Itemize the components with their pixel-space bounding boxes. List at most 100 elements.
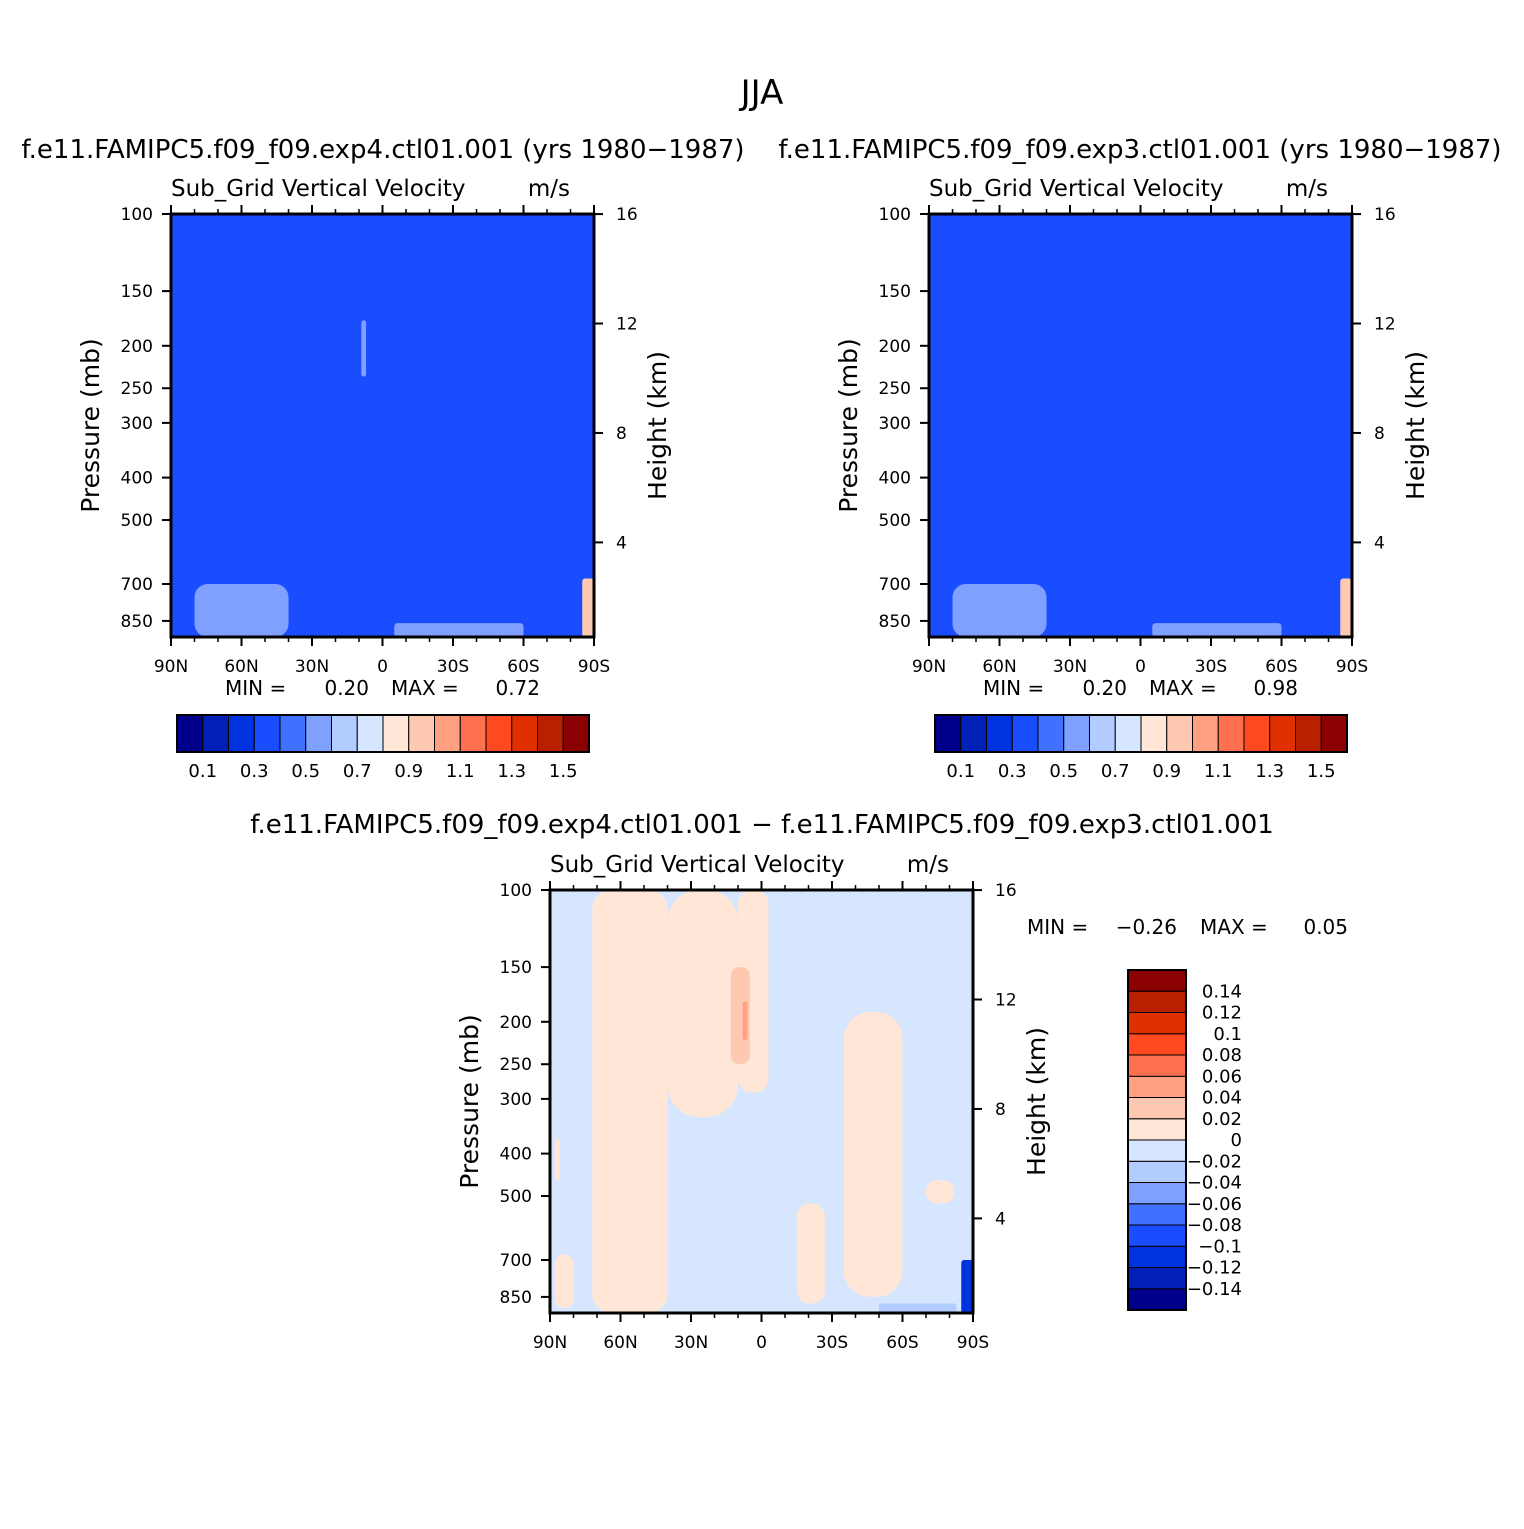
colorbar-label: 1.1 — [1204, 761, 1233, 782]
contour-region — [592, 890, 668, 1313]
y-right-tick-label: 8 — [995, 1100, 1006, 1120]
x-tick-label: 90N — [533, 1333, 567, 1353]
colorbar-swatch — [1089, 714, 1116, 753]
colorbar-swatch — [1127, 1118, 1187, 1141]
y-tick-label: 250 — [500, 1055, 532, 1075]
contour-region — [194, 584, 289, 637]
min-value: −0.26 — [1116, 915, 1177, 939]
colorbar-label: 1.3 — [497, 761, 526, 782]
x-tick-label: 60N — [224, 657, 258, 677]
y-tick-label: 500 — [121, 511, 153, 531]
y-tick-label: 400 — [121, 469, 153, 489]
colorbar-label: 0.08 — [1202, 1045, 1242, 1066]
contour-region — [582, 578, 594, 637]
contour-region — [742, 1001, 748, 1040]
colorbar-label: 0.1 — [188, 761, 217, 782]
y-tick-label: 100 — [879, 205, 911, 225]
colorbar-swatch — [1217, 714, 1245, 753]
contour-region — [926, 1180, 955, 1204]
min-value: 0.20 — [324, 676, 369, 700]
colorbar-frame — [1127, 969, 1187, 1311]
max-value: 0.98 — [1253, 676, 1298, 700]
x-tick-label: 30S — [816, 1333, 848, 1353]
y-tick-label: 850 — [121, 612, 153, 632]
colorbar-swatch — [1127, 1288, 1187, 1311]
colorbar-label: 0.7 — [343, 761, 372, 782]
colorbar-swatch — [176, 714, 204, 753]
min-label: MIN = — [983, 676, 1044, 700]
colorbar-swatch — [1127, 969, 1187, 992]
x-tick-label: 60S — [507, 657, 539, 677]
y-tick-label: 400 — [500, 1145, 532, 1165]
colorbar-swatch — [1320, 714, 1348, 753]
colorbar-swatch — [459, 714, 487, 753]
colorbar-label: −0.14 — [1187, 1279, 1242, 1300]
colorbar-label: 0.1 — [1213, 1024, 1242, 1045]
y-tick-label: 700 — [121, 575, 153, 595]
x-tick-label: 30S — [437, 657, 469, 677]
colorbar-swatch — [1127, 1033, 1187, 1056]
colorbar-swatch — [1166, 714, 1193, 753]
y-tick-label: 500 — [879, 511, 911, 531]
colorbar-swatch — [1063, 714, 1090, 753]
y-tick-label: 200 — [879, 337, 911, 357]
units-label: m/s — [1286, 176, 1328, 202]
colorbar-swatch — [202, 714, 229, 753]
colorbar-swatch — [253, 714, 281, 753]
colorbar-swatch — [1037, 714, 1065, 753]
colorbar-label: 0 — [1231, 1130, 1242, 1151]
colorbar-label: −0.06 — [1187, 1194, 1242, 1215]
colorbar-swatch — [1127, 1203, 1187, 1226]
y-right-axis-label: Height (km) — [1022, 1027, 1051, 1176]
x-tick-label: 60S — [886, 1333, 918, 1353]
colorbar-label: −0.04 — [1187, 1173, 1242, 1194]
y-tick-label: 250 — [121, 379, 153, 399]
colorbar-swatch — [1269, 714, 1296, 753]
colorbar-swatch — [1127, 1075, 1187, 1098]
y-tick-label: 700 — [500, 1251, 532, 1271]
x-tick-label: 0 — [756, 1333, 767, 1353]
colorbar-label: 0.9 — [394, 761, 423, 782]
y-right-tick-label: 12 — [616, 315, 638, 335]
x-tick-label: 60S — [1265, 657, 1297, 677]
y-tick-label: 150 — [879, 282, 911, 302]
colorbar-swatch — [1140, 714, 1168, 753]
x-tick-label: 30S — [1195, 657, 1227, 677]
y-right-axis-label: Height (km) — [1401, 351, 1430, 500]
y-right-axis-label: Height (km) — [643, 351, 672, 500]
colorbar-swatch — [511, 714, 538, 753]
contour-region — [1340, 578, 1352, 637]
panel-title: f.e11.FAMIPC5.f09_f09.exp4.ctl01.001 (yr… — [21, 135, 744, 165]
colorbar-label: 0.14 — [1202, 981, 1242, 1002]
contour-region — [796, 1203, 825, 1304]
x-tick-label: 0 — [1135, 657, 1146, 677]
max-label: MAX = — [1200, 915, 1268, 939]
colorbar-label: 0.06 — [1202, 1066, 1242, 1087]
contour-region — [554, 1254, 574, 1308]
colorbar-label: 0.02 — [1202, 1109, 1242, 1130]
colorbar-swatch — [1127, 990, 1187, 1013]
colorbar-swatch — [1127, 1054, 1187, 1077]
colorbar-swatch — [562, 714, 590, 753]
colorbar-swatch — [960, 714, 987, 753]
max-value: 0.72 — [495, 676, 540, 700]
colorbar-label: −0.02 — [1187, 1151, 1242, 1172]
colorbar-swatch — [1127, 1224, 1187, 1247]
units-label: m/s — [528, 176, 570, 202]
y-tick-label: 200 — [500, 1013, 532, 1033]
y-tick-label: 300 — [121, 414, 153, 434]
colorbar-frame — [934, 714, 1348, 753]
x-tick-label: 90N — [912, 657, 946, 677]
colorbar-label: 0.9 — [1152, 761, 1181, 782]
y-tick-label: 300 — [500, 1090, 532, 1110]
x-tick-label: 30N — [674, 1333, 708, 1353]
y-tick-label: 300 — [879, 414, 911, 434]
contour-region — [843, 1012, 903, 1297]
colorbar-swatch — [331, 714, 358, 753]
max-label: MAX = — [1149, 676, 1217, 700]
units-label: m/s — [907, 852, 949, 878]
variable-name: Sub_Grid Vertical Velocity — [171, 176, 466, 202]
colorbar-swatch — [1295, 714, 1322, 753]
field-background — [929, 214, 1352, 637]
